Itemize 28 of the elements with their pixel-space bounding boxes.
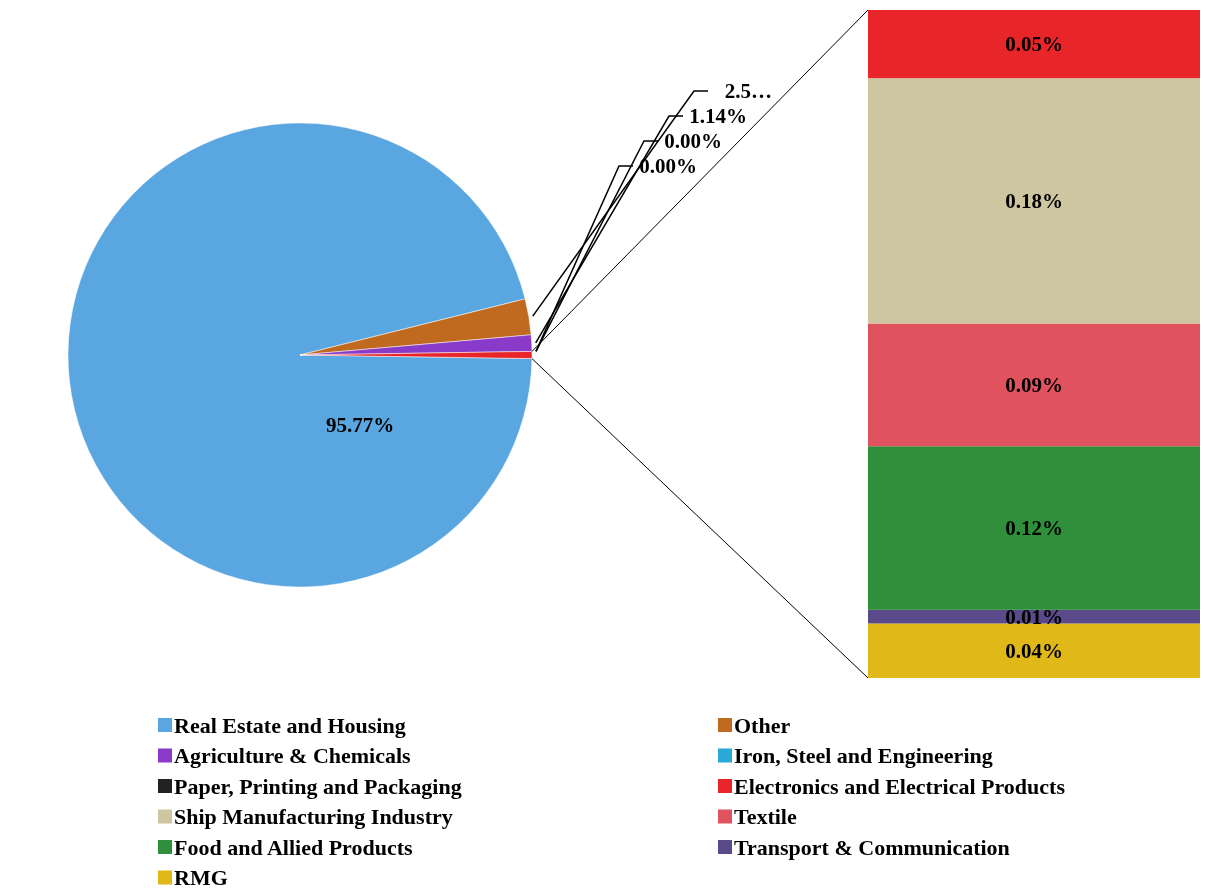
text: 0.00% — [639, 154, 697, 178]
pie-slice — [68, 122, 533, 588]
bar — [868, 323, 1200, 447]
legend-label: RMG — [174, 865, 228, 890]
data-label: 2.5… — [724, 79, 772, 103]
bar — [868, 78, 1200, 324]
legend-label: Electronics and Electrical Products — [734, 773, 1066, 799]
bar — [868, 10, 1200, 79]
data-label: 0.12% — [1005, 516, 1063, 541]
data-label: 0.18% — [1005, 189, 1063, 214]
legend-label: Iron, Steel and Engineering — [734, 743, 993, 769]
text: 0.00% — [664, 129, 722, 153]
data-label: 1.14% — [689, 104, 747, 128]
legend-label: Other — [734, 712, 791, 738]
data-label: 0.05% — [1005, 32, 1063, 57]
legend-label: Ship Manufacturing Industry — [174, 804, 453, 830]
bar — [868, 446, 1200, 610]
legend-label: Real Estate and Housing — [174, 712, 406, 738]
data-label: 95.77% — [325, 413, 395, 437]
legend-label: Transport & Communication — [734, 834, 1010, 860]
legend-label: Textile — [734, 804, 797, 830]
bar — [868, 623, 1200, 678]
data-label: 0.09% — [1005, 373, 1063, 398]
data-label: 0.01% — [1005, 605, 1063, 629]
legend-label: Agriculture & Chemicals — [174, 743, 412, 769]
legend-label: Food and Allied Products — [174, 834, 414, 860]
legend-label: Paper, Printing and Packaging — [174, 773, 462, 799]
data-label: 0.04% — [1005, 639, 1063, 664]
